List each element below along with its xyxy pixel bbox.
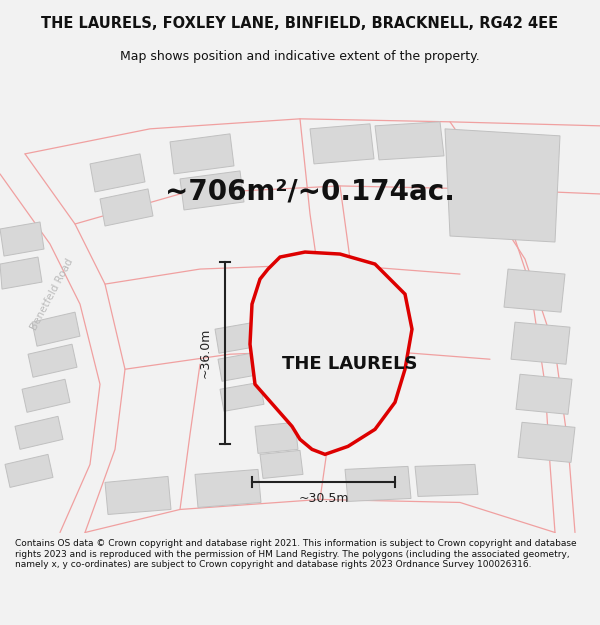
Polygon shape	[415, 464, 478, 496]
Polygon shape	[195, 469, 261, 508]
Polygon shape	[90, 154, 145, 192]
Polygon shape	[345, 466, 411, 501]
Text: ~36.0m: ~36.0m	[199, 328, 212, 378]
Polygon shape	[516, 374, 572, 414]
Polygon shape	[218, 352, 261, 381]
Text: THE LAURELS, FOXLEY LANE, BINFIELD, BRACKNELL, RG42 4EE: THE LAURELS, FOXLEY LANE, BINFIELD, BRAC…	[41, 16, 559, 31]
Polygon shape	[445, 129, 560, 242]
Polygon shape	[260, 451, 303, 478]
Polygon shape	[250, 252, 412, 454]
Text: ~30.5m: ~30.5m	[298, 492, 349, 505]
Polygon shape	[170, 134, 234, 174]
Polygon shape	[511, 322, 570, 364]
Polygon shape	[5, 454, 53, 488]
Polygon shape	[375, 122, 444, 160]
Polygon shape	[22, 379, 70, 412]
Polygon shape	[310, 124, 374, 164]
Text: Contains OS data © Crown copyright and database right 2021. This information is : Contains OS data © Crown copyright and d…	[15, 539, 577, 569]
Polygon shape	[0, 257, 42, 289]
Polygon shape	[105, 476, 171, 514]
Polygon shape	[32, 312, 80, 346]
Polygon shape	[0, 222, 44, 256]
Polygon shape	[15, 416, 63, 449]
Text: Map shows position and indicative extent of the property.: Map shows position and indicative extent…	[120, 50, 480, 63]
Polygon shape	[518, 422, 575, 462]
Polygon shape	[215, 322, 259, 353]
Polygon shape	[180, 171, 244, 210]
Text: Benetfeld Road: Benetfeld Road	[29, 257, 75, 332]
Text: ~706m²/~0.174ac.: ~706m²/~0.174ac.	[165, 178, 455, 206]
Polygon shape	[255, 422, 298, 453]
Polygon shape	[504, 269, 565, 312]
Polygon shape	[100, 189, 153, 226]
Polygon shape	[28, 344, 77, 377]
Polygon shape	[220, 382, 264, 411]
Text: THE LAURELS: THE LAURELS	[282, 355, 418, 373]
